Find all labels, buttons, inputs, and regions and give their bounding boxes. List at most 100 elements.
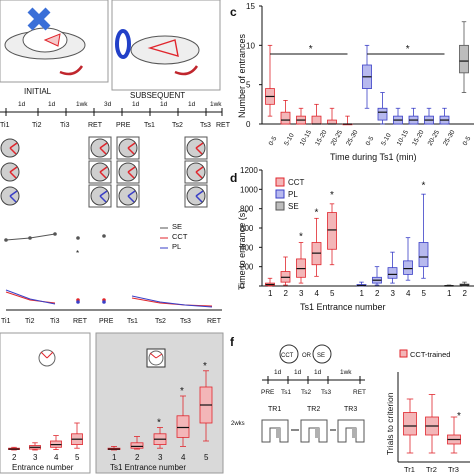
d-ytick-label: 600 <box>240 224 254 233</box>
d-ytick-label: 1000 <box>240 185 258 194</box>
f-ylabel: Trials to criterion <box>385 392 395 455</box>
f-schedule-interval-3: 1wk <box>340 369 352 376</box>
f-schedule-day-4: RET <box>353 389 366 396</box>
thumb-zone <box>99 190 108 203</box>
bl-left-tick-1: 3 <box>33 453 38 462</box>
chart-d: 0 200 400 600 800 1000 1200 Time to entrance (s… <box>237 166 474 312</box>
cue-ring-icon <box>115 29 131 59</box>
initial-schematic: INITIAL <box>0 0 109 96</box>
d-ylabel: Time to entrance (s) <box>237 210 247 290</box>
d-xtick-label: 2 <box>284 289 289 298</box>
d-cct-4-box <box>327 212 337 250</box>
bl-zone-icon-right <box>149 352 163 359</box>
se-point <box>28 236 32 240</box>
f-xtick-label-1: Tr2 <box>426 465 437 474</box>
f-trial-2: TR3 <box>344 406 357 413</box>
se-point <box>53 232 57 236</box>
bl-right-3-box <box>176 415 190 438</box>
d-pl-4-box <box>418 242 429 268</box>
curves-tick-0: Ti1 <box>1 318 11 325</box>
c-xtick-label: 5-10 <box>283 132 296 147</box>
rotation-arrow-icon-2 <box>174 65 199 76</box>
panel-label-f: f <box>230 335 235 349</box>
d-xtick-label: 2 <box>375 289 380 298</box>
learning-curves: SE CCT PL Ti1 Ti2 Ti3 RET PRE Ts1 Ts2 Ts3 RET * <box>1 222 222 325</box>
c-xtick-label: 10-15 <box>396 129 411 147</box>
d-xtick-label: 5 <box>330 289 335 298</box>
c-cct-3-box <box>311 115 322 125</box>
f-maze-insert-1 <box>315 428 320 438</box>
d-legend-label: PL <box>288 190 298 199</box>
d-xlabel: Ts1 Entrance number <box>300 302 386 312</box>
d-ytick-label: 1200 <box>240 166 258 175</box>
c-pl-1-box <box>377 107 388 121</box>
d-legend-swatch <box>275 201 285 211</box>
f-legend-label: CCT-trained <box>410 350 450 359</box>
curve-cct-subsequent <box>131 297 213 307</box>
f-trial-0: TR1 <box>268 406 281 413</box>
c-ylabel: Number of entrances <box>237 33 247 118</box>
d-star-1: * <box>315 207 319 218</box>
f-schedule-interval-0: 1d <box>274 369 282 376</box>
c-xtick-label: 20-25 <box>330 129 345 147</box>
se-circle-label: SE <box>317 353 325 359</box>
or-label: OR <box>302 353 312 359</box>
initial-zone <box>43 33 61 47</box>
c-cct-1-box <box>280 111 291 125</box>
curves-tick-3: RET <box>73 318 88 325</box>
f-maze-insert-2 <box>352 428 357 438</box>
pl-point <box>76 300 80 304</box>
legend-pl: PL <box>172 242 181 251</box>
c-se-0-box <box>459 44 469 74</box>
c-xtick-label: 15-20 <box>314 129 329 147</box>
timeline-interval-4: 1d <box>132 101 140 108</box>
c-xtick-label: 25-30 <box>345 129 360 147</box>
f-maze-2 <box>337 419 365 443</box>
xlabel-entrance-number: Entrance number <box>12 463 74 472</box>
d-star-2: * <box>330 190 334 201</box>
thumb-zone <box>127 190 136 203</box>
d-pl-3-box <box>403 260 413 275</box>
curve-pl-initial <box>5 289 56 305</box>
d-legend-label: CCT <box>288 178 305 187</box>
d-ytick-label: 0 <box>240 282 245 291</box>
bottom-left-charts: 2 3 4 5 1 2 3 * 4 * 5 * <box>8 348 213 462</box>
bl-right-1-box <box>130 442 144 449</box>
subsequent-label: SUBSEQUENT <box>130 91 185 100</box>
f-schedule-day-0: PRE <box>261 389 275 396</box>
c-xtick-label: 0-5 <box>365 135 376 147</box>
c-xlabel: Time during Ts1 (min) <box>330 152 417 162</box>
curves-tick-6: Ts2 <box>155 318 166 325</box>
cue-x-icon <box>27 7 51 31</box>
curves-tick-4: PRE <box>99 318 114 325</box>
d-legend-label: SE <box>288 202 299 211</box>
d-star-0: * <box>299 232 303 243</box>
two-weeks-label: 2wks <box>231 421 245 427</box>
curve-pl-subsequent <box>131 295 213 308</box>
thumb-zone <box>99 142 108 155</box>
c-ytick-label: 5 <box>246 81 251 90</box>
c-xtick-label: 5-10 <box>380 132 393 147</box>
curves-tick-1: Ti2 <box>25 318 35 325</box>
timeline-interval-7: 1wk <box>210 101 222 108</box>
c-xtick-label: 25-30 <box>442 129 457 147</box>
panel-label-c: c <box>230 5 237 19</box>
d-xtick-label: 4 <box>315 289 320 298</box>
c-ytick-label: 10 <box>246 41 255 50</box>
f-maze-0 <box>261 419 289 443</box>
curves-tick-7: Ts3 <box>180 318 191 325</box>
chart-c: 0 5 10 15 Number of entrances Time during Ts1… <box>237 2 474 162</box>
subsequent-schematic: SUBSEQUENT <box>111 0 221 100</box>
c-xtick-label: 20-25 <box>427 129 442 147</box>
d-xtick-label: 5 <box>422 289 427 298</box>
chart-f: Trials to criterion CCT-trained Tr1 Tr2 Tr3 * <box>385 349 470 474</box>
legend-se: SE <box>172 222 182 231</box>
curves-tick-8: RET <box>207 318 222 325</box>
bl-left-tick-2: 4 <box>54 453 59 462</box>
cct-circle-label: CCT <box>281 353 294 359</box>
bl-right-tick-0: 1 <box>112 453 117 462</box>
c-xtick-label: 15-20 <box>411 129 426 147</box>
c-xtick-label: 10-15 <box>299 129 314 147</box>
f-maze-insert-0 <box>276 428 281 438</box>
